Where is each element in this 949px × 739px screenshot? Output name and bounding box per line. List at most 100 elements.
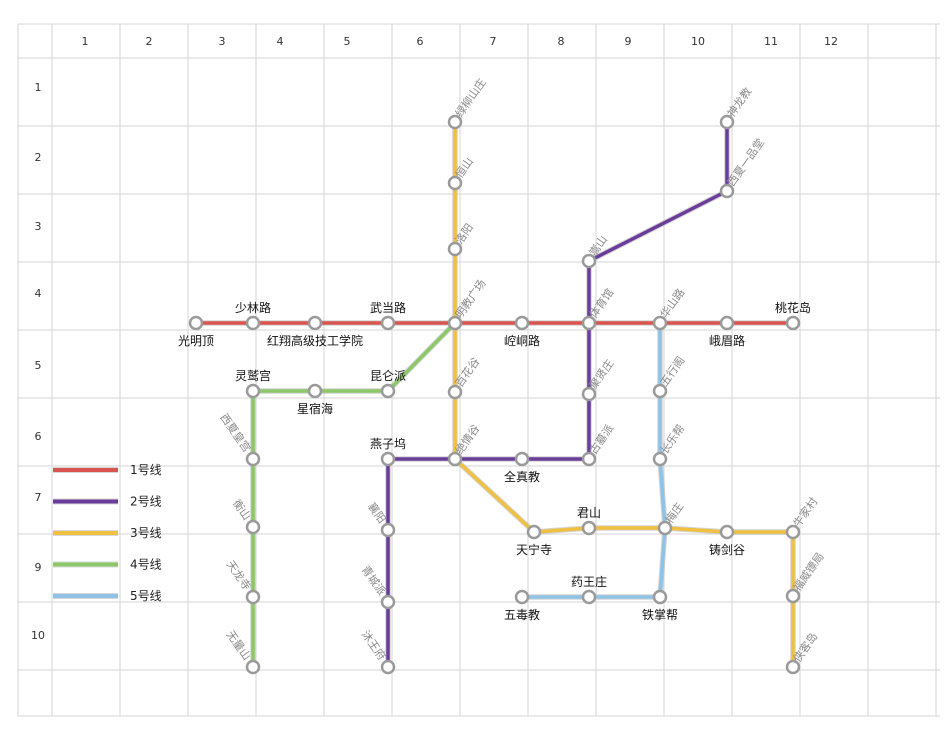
station-label: 牛家村: [790, 495, 820, 530]
station-baihuagu: [447, 384, 463, 400]
station-meizhuang: [657, 520, 673, 536]
station-tiyuguan: [581, 315, 597, 331]
column-header: 4: [277, 35, 284, 48]
station-xixiahuanggong: [245, 451, 261, 467]
station-changlebang: [652, 451, 668, 467]
station-zhujiangu: [719, 524, 735, 540]
station-label: 药王庄: [571, 574, 607, 589]
station-xixiayipin: [719, 183, 735, 199]
station-wudanglu: [380, 315, 396, 331]
station-label: 西夏一品堂: [725, 136, 767, 189]
column-header: 10: [691, 35, 705, 48]
station-label: 燕子坞: [370, 436, 406, 451]
column-header: 8: [558, 35, 565, 48]
legend-label: 2号线: [130, 495, 162, 509]
station-xiakedao: [785, 659, 801, 675]
station-shenlongjiao: [719, 114, 735, 130]
station-label: 西夏皇宫: [217, 411, 254, 455]
station-junshan: [581, 520, 597, 536]
station-xiangyang: [380, 522, 396, 538]
line-4-path-shadow: [250, 321, 457, 667]
line-2-path-a: [386, 122, 729, 667]
station-label: 天龙寺: [224, 558, 254, 592]
station-label: 灵鹫宫: [235, 368, 271, 383]
row-header: 5: [35, 359, 42, 372]
station-quanzhenjiao: [514, 451, 530, 467]
station-label: 昆仑派: [370, 369, 406, 383]
station-niujiacun: [785, 524, 801, 540]
legend-label: 3号线: [130, 526, 162, 540]
station-label: 衡山: [230, 497, 253, 522]
station-wudujiao: [514, 589, 530, 605]
station-mingjiao: [447, 315, 463, 331]
column-header: 3: [219, 35, 226, 48]
station-kunlunpai: [380, 383, 396, 399]
station-label: 桃花岛: [775, 300, 811, 315]
station-tianlongsi: [245, 589, 261, 605]
column-header: 6: [417, 35, 424, 48]
row-header: 1: [35, 81, 42, 94]
station-lvliu: [447, 114, 463, 130]
station-label: 华山路: [657, 286, 687, 321]
station-xingxiuhai: [307, 383, 323, 399]
station-qingchengpai: [380, 594, 396, 610]
station-label: 星宿海: [297, 401, 333, 416]
station-label: 铁掌帮: [642, 608, 678, 622]
station-label: 五毒教: [504, 607, 540, 622]
column-header: 1: [82, 35, 89, 48]
station-hongxiang: [307, 315, 323, 331]
station-yaowangzhuang: [581, 589, 597, 605]
station-lingjiugong: [245, 383, 261, 399]
station-jueqinggu: [447, 451, 463, 467]
station-guangmingding: [188, 315, 204, 331]
grid: [17, 23, 940, 717]
row-header: 2: [35, 151, 42, 164]
station-wuliangshan: [245, 659, 261, 675]
station-label: 峨眉路: [709, 333, 745, 348]
row-header: 10: [31, 629, 45, 642]
station-label: 青城派: [359, 563, 389, 597]
column-header: 2: [146, 35, 153, 48]
station-gumupai: [581, 451, 597, 467]
station-emeilu: [719, 315, 735, 331]
stations: [188, 114, 801, 675]
legend-label: 4号线: [130, 558, 162, 572]
column-header: 7: [490, 35, 497, 48]
station-luoyang: [447, 241, 463, 257]
legend-label: 1号线: [130, 463, 162, 477]
column-header: 11: [764, 35, 778, 48]
station-label: 天宁寺: [516, 542, 552, 557]
row-header: 3: [35, 220, 42, 233]
station-tianningsi: [526, 524, 542, 540]
station-kongtonglu: [514, 315, 530, 331]
station-huashanlu: [652, 315, 668, 331]
metro-lines: [196, 122, 796, 667]
column-header: 12: [824, 35, 838, 48]
station-label: 铸剑谷: [709, 542, 745, 557]
station-hengshan: [447, 175, 463, 191]
station-label: 崆峒路: [504, 333, 540, 348]
row-header: 7: [35, 491, 42, 504]
station-label: 光明顶: [178, 334, 214, 348]
station-taohuadao: [785, 315, 801, 331]
station-label: 武当路: [370, 300, 406, 315]
station-label: 全真教: [504, 469, 540, 484]
row-header: 6: [35, 430, 42, 443]
station-yanziwu: [380, 451, 396, 467]
station-label: 少林路: [235, 300, 271, 315]
station-shaolinlu: [245, 315, 261, 331]
station-mugongfu: [380, 659, 396, 675]
station-tiezhangbang: [652, 589, 668, 605]
line-2-path-a-shadow: [385, 122, 730, 667]
station-wuxiang: [652, 383, 668, 399]
station-label: 神龙教: [724, 85, 754, 120]
line-3-path-shadow: [452, 122, 796, 667]
station-hengshan2: [245, 519, 261, 535]
station-songshan: [581, 253, 597, 269]
column-header: 9: [625, 35, 632, 48]
station-fuweibiaoju: [785, 588, 801, 604]
legend-label: 5号线: [130, 589, 162, 603]
station-label: 沐王府: [359, 628, 389, 663]
